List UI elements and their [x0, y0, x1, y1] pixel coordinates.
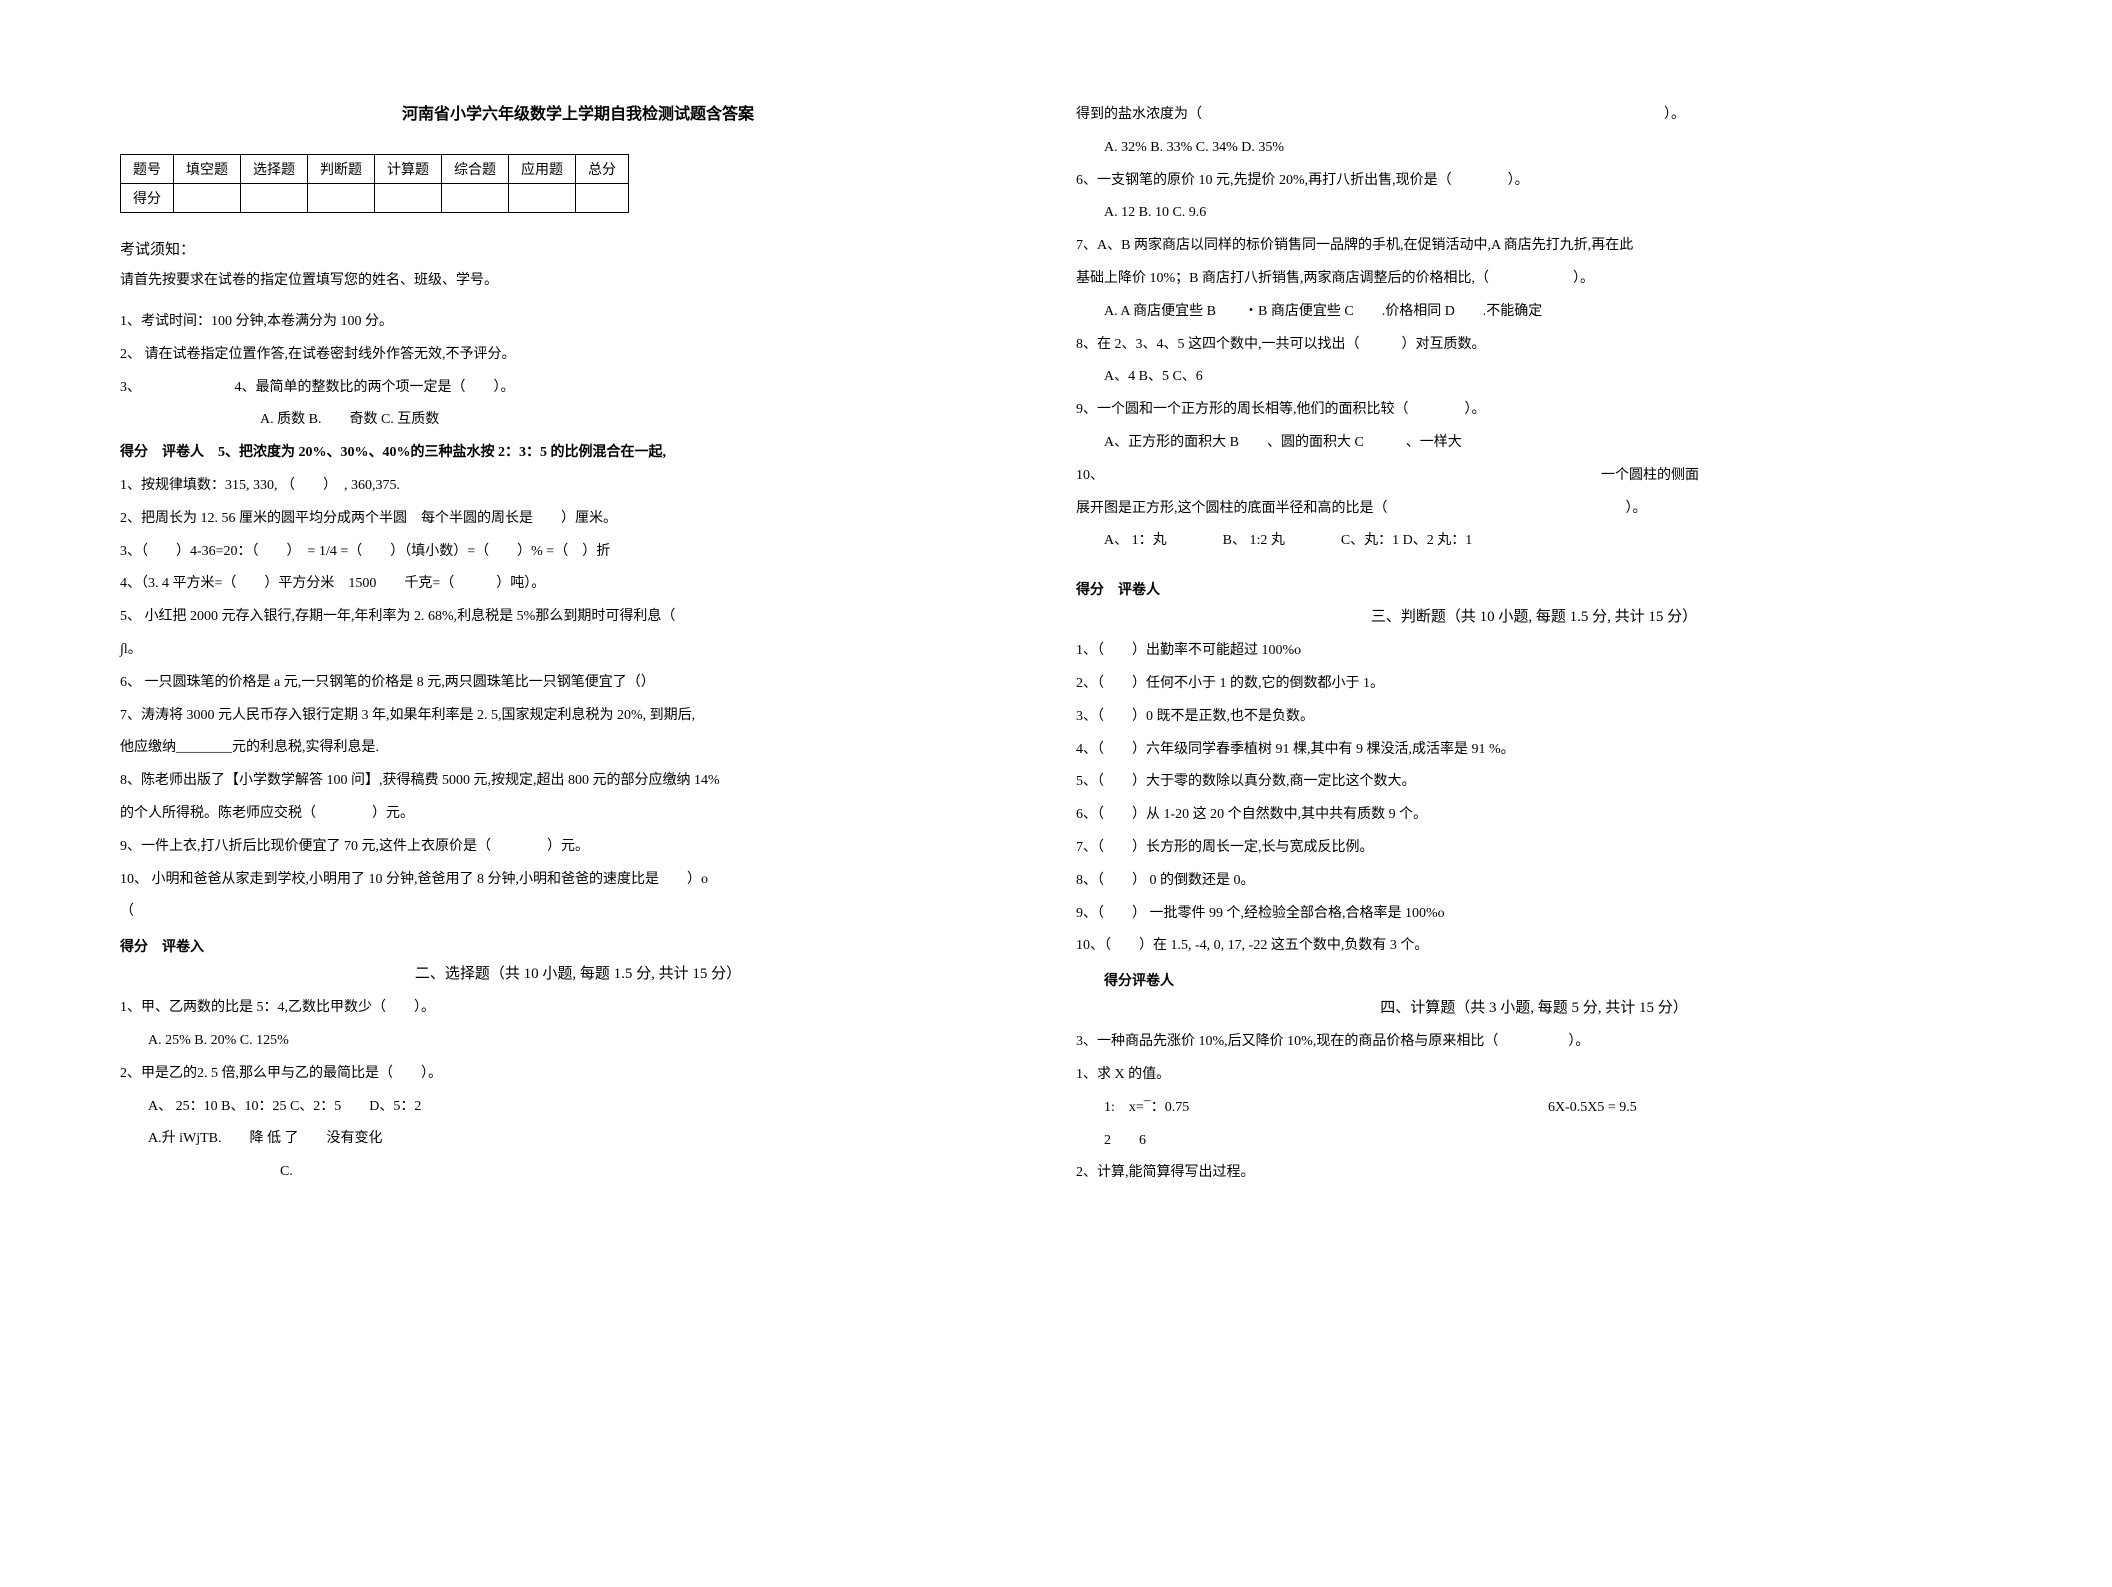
- choice-q2o: A、 25：10 B、10：25 C、2：5 D、5：2: [120, 1092, 1036, 1123]
- fill-q10b: （: [120, 897, 1036, 928]
- section2-title: 二、选择题（共 10 小题, 每题 1.5 分, 共计 15 分）: [120, 962, 1036, 983]
- table-row: 得分: [121, 184, 629, 213]
- th: 判断题: [308, 155, 375, 184]
- fill-q7: 7、涛涛将 3000 元人民币存入银行定期 3 年,如果年利率是 2. 5,国家…: [120, 701, 1036, 732]
- choice-q6: 6、一支钢笔的原价 10 元,先提价 20%,再打八折出售,现价是（ ）。: [1076, 166, 1992, 197]
- choice-q7b: 基础上降价 10%；B 商店打八折销售,两家商店调整后的价格相比,（ ）。: [1076, 264, 1992, 295]
- fill-q8b: 的个人所得税。陈老师应交税（ ）元。: [120, 799, 1036, 830]
- rule-2: 2、 请在试卷指定位置作答,在试卷密封线外作答无效,不予评分。: [120, 340, 1036, 371]
- table-row: 题号 填空题 选择题 判断题 计算题 综合题 应用题 总分: [121, 155, 629, 184]
- score-table: 题号 填空题 选择题 判断题 计算题 综合题 应用题 总分 得分: [120, 154, 629, 213]
- choice-q2o2: A.升 iWjTB. 降 低 了 没有变化: [120, 1124, 1036, 1155]
- notice-sub: 请首先按要求在试卷的指定位置填写您的姓名、班级、学号。: [120, 269, 1036, 289]
- notice-header: 考试须知：: [120, 238, 1036, 259]
- judge-q7: 7、（ ）长方形的周长一定,长与宽成反比例。: [1076, 833, 1992, 864]
- calc-q1b: 6X-0.5X5 = 9.5: [1548, 1093, 1992, 1124]
- th: 选择题: [241, 155, 308, 184]
- cell: [241, 184, 308, 213]
- choice-q8: 8、在 2、3、4、5 这四个数中,一共可以找出（ ）对互质数。: [1076, 330, 1992, 361]
- judge-q2: 2、（ ）任何不小于 1 的数,它的倒数都小于 1。: [1076, 669, 1992, 700]
- fill-q2: 2、把周长为 12. 56 厘米的圆平均分成两个半圆 每个半圆的周长是 ）厘米。: [120, 504, 1036, 535]
- section3-title: 三、判断题（共 10 小题, 每题 1.5 分, 共计 15 分）: [1076, 605, 1992, 626]
- choice-q1o: A. 25% B. 20% C. 125%: [120, 1026, 1036, 1057]
- judge-q6: 6、（ ）从 1-20 这 20 个自然数中,其中共有质数 9 个。: [1076, 800, 1992, 831]
- rule-1: 1、考试时间：100 分钟,本卷满分为 100 分。: [120, 307, 1036, 338]
- row-label: 得分: [121, 184, 174, 213]
- th: 计算题: [375, 155, 442, 184]
- choice-q6o: A. 12 B. 10 C. 9.6: [1076, 198, 1992, 229]
- cell: [174, 184, 241, 213]
- fill-q3: 3、（ ）4-36=20：（ ） = 1/4 =（ ）（填小数）=（ ）% =（…: [120, 537, 1036, 568]
- fill-q5b: ∫l。: [120, 635, 1036, 666]
- fill-q8: 8、陈老师出版了【小学数学解答 100 问】,获得稿费 5000 元,按规定,超…: [120, 766, 1036, 797]
- choice-q1: 1、甲、乙两数的比是 5：4,乙数比甲数少（ ）。: [120, 993, 1036, 1024]
- fill-q6: 6、 一只圆珠笔的价格是 a 元,一只钢笔的价格是 8 元,两只圆珠笔比一只钢笔…: [120, 668, 1036, 699]
- cell: [308, 184, 375, 213]
- section4-header: 得分评卷人: [1076, 970, 1992, 990]
- calc-q2: 2、计算,能简算得写出过程。: [1076, 1158, 1992, 1189]
- judge-q8: 8、（ ） 0 的倒数还是 0。: [1076, 866, 1992, 897]
- choice-q8o: A、4 B、5 C、6: [1076, 362, 1992, 393]
- judge-q1: 1、（ ）出勤率不可能超过 100%o: [1076, 636, 1992, 667]
- th: 应用题: [509, 155, 576, 184]
- choice-pre: 得到的盐水浓度为（ ）。: [1076, 100, 1992, 131]
- choice-q2: 2、甲是乙的2. 5 倍,那么甲与乙的最简比是（ ）。: [120, 1059, 1036, 1090]
- calc-q1a2: 2 6: [1076, 1126, 1992, 1157]
- choice-q10o: A、 1：丸 B、 1:2 丸 C、丸：1 D、2 丸：1: [1076, 526, 1992, 557]
- judge-q10: 10、（ ）在 1.5, -4, 0, 17, -22 这五个数中,负数有 3 …: [1076, 931, 1992, 962]
- th: 题号: [121, 155, 174, 184]
- judge-q5: 5、（ ）大于零的数除以真分数,商一定比这个数大。: [1076, 767, 1992, 798]
- choice-q7: 7、A、B 两家商店以同样的标价销售同一品牌的手机,在促销活动中,A 商店先打九…: [1076, 231, 1992, 262]
- choice-preo: A. 32% B. 33% C. 34% D. 35%: [1076, 133, 1992, 164]
- calc-extra: 3、一种商品先涨价 10%,后又降价 10%,现在的商品价格与原来相比（ ）。: [1076, 1027, 1992, 1058]
- choice-q9o: A、正方形的面积大 B 、圆的面积大 C 、一样大: [1076, 428, 1992, 459]
- th: 总分: [576, 155, 629, 184]
- th: 综合题: [442, 155, 509, 184]
- fill-q5: 5、 小红把 2000 元存入银行,存期一年,年利率为 2. 68%,利息税是 …: [120, 602, 1036, 633]
- section3-header: 得分 评卷人: [1076, 579, 1992, 599]
- calc-row: 1: x=¯：0.75 6X-0.5X5 = 9.5: [1076, 1093, 1992, 1126]
- left-column: 河南省小学六年级数学上学期自我检测试题含答案 题号 填空题 选择题 判断题 计算…: [100, 100, 1056, 1537]
- right-column: 得到的盐水浓度为（ ）。 A. 32% B. 33% C. 34% D. 35%…: [1056, 100, 2012, 1537]
- th: 填空题: [174, 155, 241, 184]
- choice-q10b: 展开图是正方形,这个圆柱的底面半径和高的比是（ ）。: [1076, 494, 1992, 525]
- r3-mid: 4、最简单的整数比的两个项一定是（ ）。: [235, 380, 515, 395]
- rule-4: 得分 评卷人 5、把浓度为 20%、30%、40%的三种盐水按 2：3：5 的比…: [120, 438, 1036, 469]
- cell: [576, 184, 629, 213]
- judge-q3: 3、（ ）0 既不是正数,也不是负数。: [1076, 702, 1992, 733]
- choice-q7o: A. A 商店便宜些 B ・B 商店便宜些 C .价格相同 D .不能确定: [1076, 297, 1992, 328]
- r3-left: 3、: [120, 380, 141, 395]
- choice-q10a: 10、 一个圆柱的侧面: [1076, 461, 1992, 492]
- rule-3: 3、 4、最简单的整数比的两个项一定是（ ）。: [120, 373, 1036, 404]
- doc-title: 河南省小学六年级数学上学期自我检测试题含答案: [120, 100, 1036, 124]
- fill-q1: 1、按规律填数：315, 330, （ ） , 360,375.: [120, 471, 1036, 502]
- r3-opts: A. 质数 B. 奇数 C. 互质数: [120, 405, 1036, 436]
- section4-title: 四、计算题（共 3 小题, 每题 5 分, 共计 15 分）: [1076, 996, 1992, 1017]
- cell: [375, 184, 442, 213]
- fill-q10: 10、 小明和爸爸从家走到学校,小明用了 10 分钟,爸爸用了 8 分钟,小明和…: [120, 865, 1036, 896]
- calc-q1a: 1: x=¯：0.75: [1076, 1093, 1548, 1124]
- judge-q9: 9、（ ） 一批零件 99 个,经检验全部合格,合格率是 100%o: [1076, 899, 1992, 930]
- fill-q9: 9、一件上衣,打八折后比现价便宜了 70 元,这件上衣原价是（ ）元。: [120, 832, 1036, 863]
- judge-q4: 4、（ ）六年级同学春季植树 91 棵,其中有 9 棵没活,成活率是 91 %。: [1076, 735, 1992, 766]
- fill-q7b: 他应缴纳________元的利息税,实得利息是.: [120, 733, 1036, 764]
- choice-q2o3: C.: [120, 1157, 1036, 1188]
- calc-q1: 1、求 X 的值。: [1076, 1060, 1992, 1091]
- cell: [509, 184, 576, 213]
- choice-q9: 9、一个圆和一个正方形的周长相等,他们的面积比较（ ）。: [1076, 395, 1992, 426]
- fill-q4: 4、（3. 4 平方米=（ ）平方分米 1500 千克=（ ）吨）。: [120, 569, 1036, 600]
- section2-header: 得分 评卷入: [120, 936, 1036, 956]
- cell: [442, 184, 509, 213]
